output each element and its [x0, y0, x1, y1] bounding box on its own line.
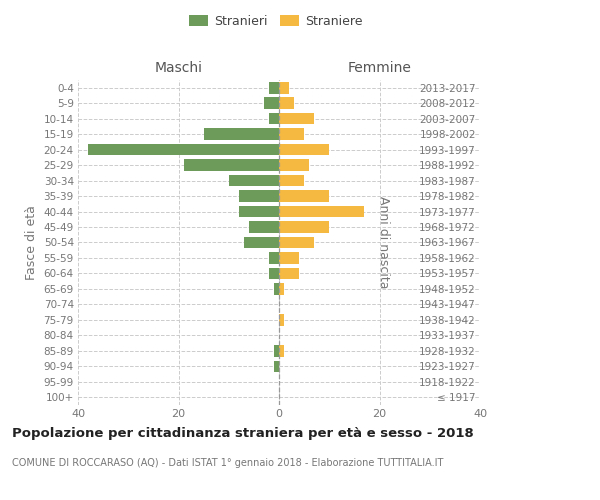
Text: Maschi: Maschi — [155, 61, 203, 75]
Bar — [279, 345, 284, 356]
Text: Femmine: Femmine — [347, 61, 412, 75]
Bar — [279, 98, 294, 109]
Bar — [279, 236, 314, 248]
Bar — [269, 82, 279, 94]
Bar — [88, 144, 279, 156]
Bar — [279, 221, 329, 233]
Bar — [279, 128, 304, 140]
Text: Popolazione per cittadinanza straniera per età e sesso - 2018: Popolazione per cittadinanza straniera p… — [12, 428, 474, 440]
Bar — [249, 221, 279, 233]
Bar — [239, 190, 279, 202]
Bar — [274, 345, 279, 356]
Bar — [279, 190, 329, 202]
Bar — [269, 113, 279, 124]
Bar — [274, 283, 279, 294]
Bar — [279, 175, 304, 186]
Bar — [184, 160, 279, 171]
Bar — [279, 160, 309, 171]
Bar — [279, 82, 289, 94]
Text: COMUNE DI ROCCARASO (AQ) - Dati ISTAT 1° gennaio 2018 - Elaborazione TUTTITALIA.: COMUNE DI ROCCARASO (AQ) - Dati ISTAT 1°… — [12, 458, 443, 468]
Bar — [279, 206, 364, 218]
Bar — [279, 314, 284, 326]
Bar — [264, 98, 279, 109]
Y-axis label: Fasce di età: Fasce di età — [25, 205, 38, 280]
Bar — [269, 268, 279, 280]
Bar — [239, 206, 279, 218]
Bar — [244, 236, 279, 248]
Bar — [279, 113, 314, 124]
Bar — [279, 268, 299, 280]
Bar — [279, 283, 284, 294]
Bar — [279, 144, 329, 156]
Bar — [203, 128, 279, 140]
Legend: Stranieri, Straniere: Stranieri, Straniere — [185, 11, 367, 32]
Y-axis label: Anni di nascita: Anni di nascita — [377, 196, 391, 289]
Bar — [229, 175, 279, 186]
Bar — [269, 252, 279, 264]
Bar — [274, 360, 279, 372]
Bar — [279, 252, 299, 264]
